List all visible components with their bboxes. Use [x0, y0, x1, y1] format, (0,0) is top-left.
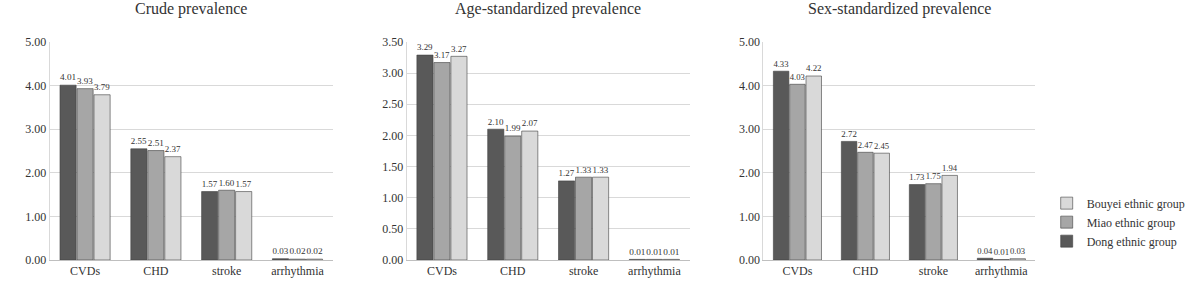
svg-text:2.45: 2.45: [874, 141, 889, 151]
svg-text:2.00: 2.00: [739, 166, 760, 180]
svg-text:5.00: 5.00: [739, 35, 760, 49]
svg-text:arrhythmia: arrhythmia: [975, 264, 1028, 278]
svg-text:2.51: 2.51: [148, 138, 165, 148]
svg-text:3.29: 3.29: [417, 42, 433, 52]
svg-text:0.01: 0.01: [663, 247, 680, 257]
svg-text:0.02: 0.02: [306, 246, 323, 256]
svg-text:0.01: 0.01: [646, 247, 663, 257]
svg-text:1.73: 1.73: [909, 172, 924, 182]
svg-text:CHD: CHD: [143, 264, 169, 278]
svg-text:2.72: 2.72: [841, 129, 856, 139]
svg-text:1.57: 1.57: [236, 179, 252, 189]
svg-text:1.94: 1.94: [942, 163, 958, 173]
svg-text:1.60: 1.60: [219, 178, 235, 188]
svg-text:1.00: 1.00: [739, 210, 760, 224]
svg-text:0.02: 0.02: [289, 246, 306, 256]
svg-text:CHD: CHD: [853, 264, 879, 278]
svg-text:CVDs: CVDs: [427, 264, 457, 278]
svg-text:Miao ethnic group: Miao ethnic group: [1087, 216, 1176, 230]
svg-text:0.04: 0.04: [977, 246, 993, 256]
svg-text:2.55: 2.55: [131, 136, 147, 146]
svg-text:3.00: 3.00: [739, 122, 760, 136]
svg-text:2.00: 2.00: [382, 129, 403, 143]
svg-text:0.50: 0.50: [382, 222, 403, 236]
svg-text:1.33: 1.33: [593, 165, 609, 175]
svg-text:2.10: 2.10: [488, 117, 504, 127]
svg-text:0.00: 0.00: [25, 253, 46, 267]
svg-text:1.75: 1.75: [926, 171, 941, 181]
svg-text:Dong ethnic group: Dong ethnic group: [1087, 235, 1177, 249]
svg-text:3.17: 3.17: [434, 50, 450, 60]
svg-text:0.03: 0.03: [1010, 246, 1025, 256]
svg-text:1.27: 1.27: [559, 168, 575, 178]
svg-text:2.07: 2.07: [522, 118, 538, 128]
svg-text:1.00: 1.00: [382, 191, 403, 205]
svg-text:1.33: 1.33: [576, 165, 592, 175]
svg-text:Sex-standardized prevalence: Sex-standardized prevalence: [808, 0, 991, 18]
svg-text:1.50: 1.50: [382, 160, 403, 174]
svg-text:3.50: 3.50: [382, 35, 403, 49]
svg-text:1.57: 1.57: [202, 179, 218, 189]
svg-text:4.00: 4.00: [739, 79, 760, 93]
svg-text:CHD: CHD: [500, 264, 526, 278]
svg-text:3.00: 3.00: [25, 122, 46, 136]
svg-text:2.50: 2.50: [382, 97, 403, 111]
svg-text:arrhythmia: arrhythmia: [271, 264, 324, 278]
svg-text:4.01: 4.01: [60, 72, 77, 82]
svg-text:2.37: 2.37: [165, 144, 181, 154]
svg-text:3.79: 3.79: [94, 82, 110, 92]
svg-text:stroke: stroke: [919, 264, 948, 278]
svg-text:Crude prevalence: Crude prevalence: [135, 0, 247, 18]
svg-text:stroke: stroke: [569, 264, 598, 278]
svg-text:arrhythmia: arrhythmia: [628, 264, 681, 278]
svg-text:0.01: 0.01: [629, 247, 646, 257]
svg-text:2.00: 2.00: [25, 166, 46, 180]
svg-text:3.00: 3.00: [382, 66, 403, 80]
svg-text:Age-standardized prevalence: Age-standardized prevalence: [455, 0, 641, 18]
svg-text:CVDs: CVDs: [782, 264, 812, 278]
svg-text:0.00: 0.00: [739, 253, 760, 267]
svg-text:0.01: 0.01: [994, 247, 1009, 257]
svg-text:1.00: 1.00: [25, 210, 46, 224]
svg-text:0.00: 0.00: [382, 253, 403, 267]
svg-text:CVDs: CVDs: [70, 264, 100, 278]
svg-text:4.00: 4.00: [25, 79, 46, 93]
svg-text:4.22: 4.22: [806, 63, 821, 73]
svg-text:1.99: 1.99: [505, 123, 521, 133]
svg-text:0.03: 0.03: [272, 246, 288, 256]
svg-text:3.27: 3.27: [451, 44, 467, 54]
svg-text:4.03: 4.03: [790, 72, 805, 82]
svg-text:Bouyei ethnic group: Bouyei ethnic group: [1087, 197, 1185, 211]
svg-text:stroke: stroke: [212, 264, 241, 278]
svg-text:5.00: 5.00: [25, 35, 46, 49]
svg-text:2.47: 2.47: [858, 140, 874, 150]
svg-text:4.33: 4.33: [773, 59, 788, 69]
svg-text:3.93: 3.93: [77, 76, 93, 86]
